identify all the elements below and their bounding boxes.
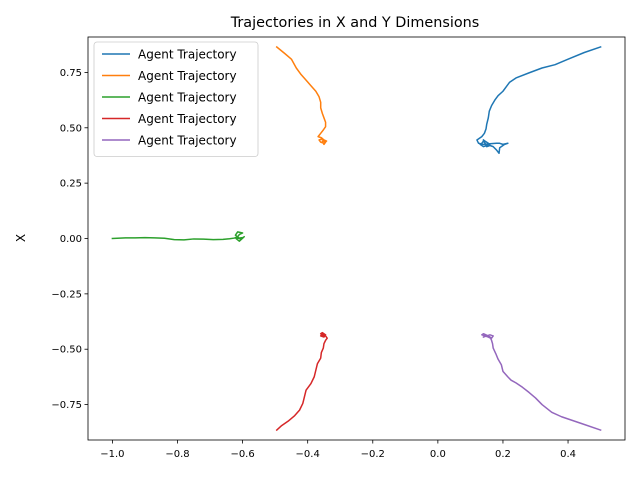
y-tick-label: 0.25 (60, 179, 82, 190)
x-tick-label: 0.0 (430, 449, 446, 460)
x-axis-ticks: −1.0 −0.8 −0.6 −0.4 −0.2 0.0 0.2 0.4 (100, 440, 576, 460)
x-tick-label: −1.0 (100, 449, 124, 460)
series-line-4 (275, 331, 328, 432)
series-line-1 (476, 46, 602, 154)
legend-label-2: Agent Trajectory (138, 69, 237, 83)
series-line-5 (481, 332, 602, 431)
legend-label-1: Agent Trajectory (138, 48, 237, 62)
x-tick-label: 0.4 (560, 449, 576, 460)
series-layer (111, 45, 602, 432)
chart-title: Trajectories in X and Y Dimensions (230, 15, 480, 31)
y-tick-label: 0.50 (60, 123, 82, 134)
x-tick-label: 0.2 (495, 449, 511, 460)
legend-box (93, 41, 259, 157)
y-tick-label: 0.75 (60, 68, 82, 79)
y-tick-label: −0.25 (51, 289, 82, 300)
y-axis-ticks: −0.75 −0.50 −0.25 0.00 0.25 0.50 0.75 (51, 68, 88, 411)
x-tick-label: −0.6 (230, 449, 254, 460)
legend-label-3: Agent Trajectory (138, 91, 237, 105)
y-tick-label: −0.75 (51, 400, 82, 411)
x-tick-label: −0.2 (361, 449, 385, 460)
y-axis-title: X (14, 234, 28, 242)
x-tick-label: −0.8 (165, 449, 189, 460)
legend: Agent Trajectory Agent Trajectory Agent Tr… (93, 41, 259, 157)
x-tick-label: −0.4 (296, 449, 320, 460)
series-line-3 (111, 231, 245, 242)
series-line-2 (275, 45, 328, 146)
y-tick-label: −0.50 (51, 345, 82, 356)
legend-label-4: Agent Trajectory (138, 112, 237, 126)
legend-label-5: Agent Trajectory (138, 134, 237, 148)
y-tick-label: 0.00 (60, 234, 82, 245)
